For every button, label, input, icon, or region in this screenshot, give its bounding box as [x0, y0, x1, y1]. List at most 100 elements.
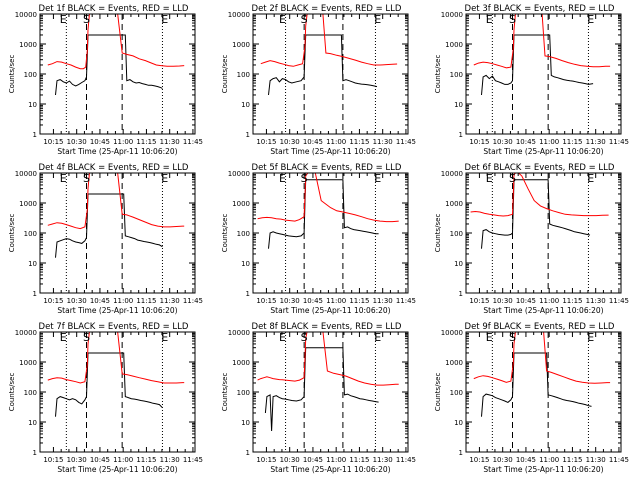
guide-lines	[65, 14, 163, 134]
x-axis-label: Start Time (25-Apr-11 10:06:20)	[270, 147, 390, 156]
series-group	[473, 14, 611, 96]
y-tick-label: 10000	[15, 170, 37, 178]
interval-marker-e: E	[587, 172, 594, 185]
lld-series-line	[47, 173, 185, 230]
panel-det-5: Det 5f BLACK = Events, RED = LLD 1 10 100 10…	[221, 163, 416, 315]
x-tick-label: 10:15	[469, 456, 489, 464]
x-tick-label: 10:15	[43, 456, 63, 464]
interval-marker-e: E	[279, 172, 286, 185]
x-tick-label: 10:30	[280, 138, 300, 146]
lld-series-line	[47, 14, 185, 70]
panel-det-3: Det 3f BLACK = Events, RED = LLD 1 10 100 10…	[434, 4, 629, 156]
plot-frame	[252, 13, 409, 135]
interval-marker-s: S	[301, 172, 308, 185]
x-tick-label: 11:00	[539, 138, 559, 146]
panel-title: Det 7f BLACK = Events, RED = LLD	[39, 322, 189, 332]
y-tick-label: 100	[24, 389, 37, 397]
x-tick-label: 11:00	[326, 297, 346, 305]
events-series-line	[481, 352, 592, 417]
x-tick-label: 10:30	[280, 297, 300, 305]
y-tick-label: 100	[237, 389, 250, 397]
series-group	[260, 14, 398, 96]
y-axis-label: Counts/sec	[221, 373, 229, 412]
y-axis-label: Counts/sec	[221, 214, 229, 253]
x-tick-label: 10:30	[493, 456, 513, 464]
x-tick-label: 11:15	[349, 456, 369, 464]
x-tick-label: 10:45	[516, 456, 536, 464]
x-tick-label: 10:30	[493, 297, 513, 305]
y-tick-label: 10000	[228, 170, 250, 178]
x-axis-label: Start Time (25-Apr-11 10:06:20)	[270, 465, 390, 474]
guide-lines	[285, 173, 376, 293]
x-tick-label: 11:45	[183, 138, 203, 146]
y-tick-label: 1	[246, 449, 250, 457]
y-tick-label: 1000	[19, 359, 37, 367]
lld-series-line	[260, 14, 398, 67]
panel-title: Det 9f BLACK = Events, RED = LLD	[465, 322, 615, 332]
events-series-line	[481, 179, 591, 249]
interval-marker-s: S	[509, 13, 516, 26]
panel-title: Det 4f BLACK = Events, RED = LLD	[39, 163, 189, 173]
x-tick-label: 11:00	[539, 456, 559, 464]
x-tick-label: 11:00	[539, 297, 559, 305]
plot-frame	[39, 331, 196, 453]
interval-marker-e: E	[60, 331, 67, 344]
y-axis-label: Counts/sec	[8, 55, 16, 94]
series-group	[47, 332, 185, 417]
x-tick-label: 11:30	[373, 138, 393, 146]
interval-marker-e: E	[587, 331, 594, 344]
interval-marker-e: E	[374, 172, 381, 185]
x-tick-label: 11:15	[349, 297, 369, 305]
series-group	[47, 173, 185, 258]
y-tick-label: 1000	[445, 41, 463, 49]
panel-title: Det 2f BLACK = Events, RED = LLD	[252, 4, 402, 14]
y-tick-label: 100	[24, 230, 37, 238]
x-axis-label: Start Time (25-Apr-11 10:06:20)	[270, 306, 390, 315]
x-tick-label: 10:15	[256, 297, 276, 305]
y-tick-label: 1	[459, 449, 463, 457]
x-tick-label: 11:15	[562, 456, 582, 464]
x-tick-label: 11:00	[113, 456, 133, 464]
interval-marker-e: E	[279, 331, 286, 344]
panel-det-1: Det 1f BLACK = Events, RED = LLD 1 10 100 10…	[8, 4, 203, 156]
x-tick-label: 11:15	[136, 138, 156, 146]
events-series-line	[55, 34, 163, 96]
x-tick-label: 10:30	[280, 456, 300, 464]
plot-frame	[39, 13, 196, 135]
y-tick-label: 100	[24, 71, 37, 79]
x-axis-label: Start Time (25-Apr-11 10:06:20)	[483, 306, 603, 315]
x-tick-label: 11:15	[562, 297, 582, 305]
y-tick-label: 10000	[441, 11, 463, 19]
interval-marker-s: S	[301, 331, 308, 344]
interval-marker-s: S	[509, 331, 516, 344]
x-tick-label: 11:15	[136, 456, 156, 464]
y-tick-label: 1	[459, 131, 463, 139]
x-axis-label: Start Time (25-Apr-11 10:06:20)	[483, 147, 603, 156]
y-tick-label: 10	[28, 419, 37, 427]
x-axis-label: Start Time (25-Apr-11 10:06:20)	[57, 147, 177, 156]
x-tick-label: 11:45	[183, 297, 203, 305]
events-series-line	[481, 34, 594, 96]
interval-marker-e: E	[279, 13, 286, 26]
interval-marker-e: E	[587, 13, 594, 26]
y-tick-label: 10000	[441, 329, 463, 337]
x-tick-label: 10:15	[256, 456, 276, 464]
lld-series-line	[470, 173, 609, 217]
x-tick-label: 11:45	[609, 456, 629, 464]
y-tick-label: 10000	[228, 11, 250, 19]
y-tick-label: 1	[33, 449, 37, 457]
y-tick-label: 10000	[15, 11, 37, 19]
y-tick-label: 100	[450, 230, 463, 238]
guide-lines	[65, 332, 163, 452]
interval-marker-s: S	[83, 13, 90, 26]
y-tick-label: 10	[241, 101, 250, 109]
lld-series-line	[473, 332, 611, 384]
x-tick-label: 11:45	[396, 138, 416, 146]
y-axis-label: Counts/sec	[8, 214, 16, 253]
interval-marker-e: E	[161, 172, 168, 185]
x-tick-label: 10:15	[43, 138, 63, 146]
x-tick-label: 11:15	[562, 138, 582, 146]
interval-marker-e: E	[161, 13, 168, 26]
events-series-line	[55, 193, 163, 258]
interval-marker-e: E	[374, 331, 381, 344]
